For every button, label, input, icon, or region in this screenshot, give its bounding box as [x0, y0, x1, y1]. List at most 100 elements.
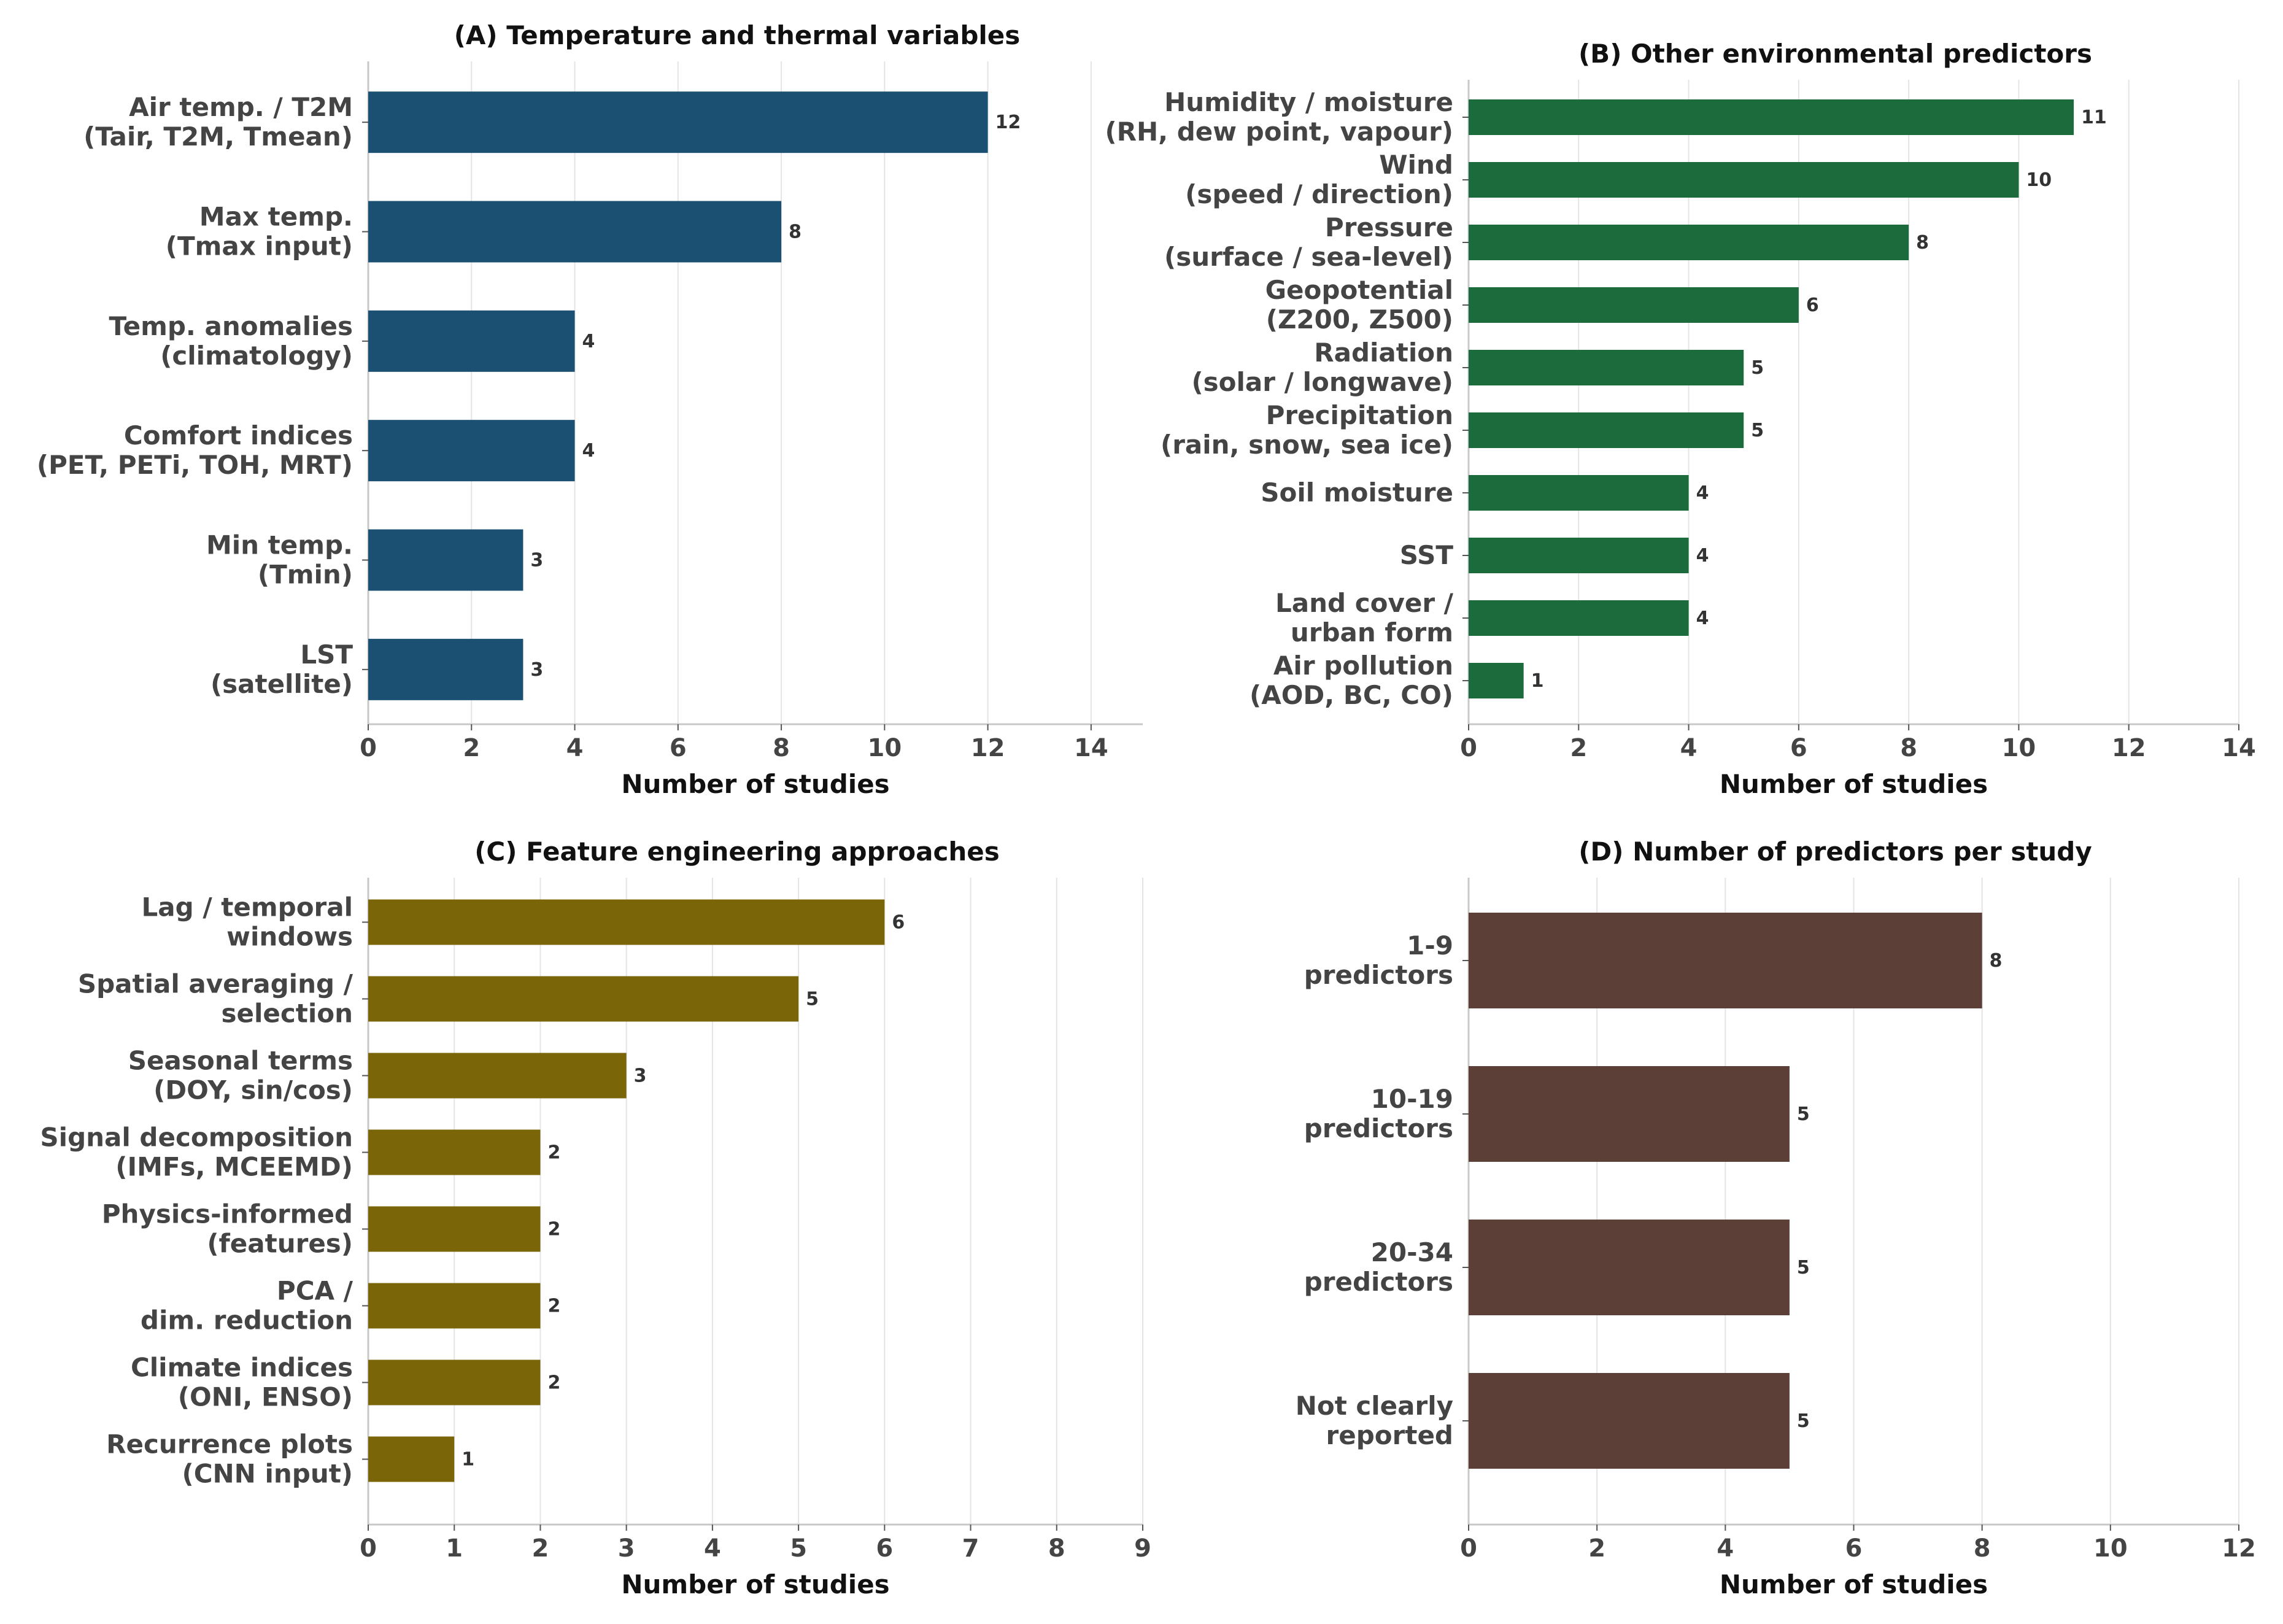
value-label: 2 [547, 1219, 560, 1240]
category-label: 20-34 predictors [1304, 1237, 1453, 1297]
x-tick-label: 6 [670, 734, 687, 762]
bar [1469, 412, 1744, 448]
bar [1469, 350, 1744, 385]
category-label: Land cover / urban form [1275, 588, 1454, 648]
bar [1469, 225, 1909, 260]
category-label: Air pollution (AOD, BC, CO) [1250, 651, 1453, 710]
bar [368, 201, 782, 263]
category-label: Comfort indices (PET, PETi, TOH, MRT) [37, 420, 353, 480]
category-label: Signal decomposition (IMFs, MCEEMD) [40, 1123, 353, 1182]
value-label: 5 [1797, 1257, 1810, 1278]
x-axis-label: Number of studies [621, 769, 889, 799]
bar [368, 420, 575, 482]
panel-b: (B) Other environmental predictors 0 2 4 6 8 1… [1105, 39, 2255, 799]
x-tick-label: 0 [360, 734, 377, 762]
panel-a: (A) Temperature and thermal variables 0 2 4… [37, 20, 1143, 799]
x-tick-label: 6 [1845, 1534, 1863, 1563]
x-tick-label: 2 [1570, 734, 1587, 762]
bar [1469, 99, 2074, 135]
x-tick-label: 2 [532, 1534, 549, 1563]
x-tick-label: 14 [2222, 734, 2256, 762]
x-tick-label: 4 [1680, 734, 1698, 762]
value-label: 5 [1797, 1104, 1810, 1125]
category-label: Temp. anomalies (climatology) [109, 311, 353, 371]
x-tick-label: 12 [2222, 1534, 2256, 1563]
panel-c: (C) Feature engineering approaches 0 1 2 3 4 5… [40, 837, 1151, 1599]
bar [368, 899, 885, 945]
category-label: Min temp. (Tmin) [206, 530, 353, 590]
bar [368, 1283, 541, 1329]
category-label: 10-19 predictors [1304, 1084, 1453, 1143]
category-label: Recurrence plots (CNN input) [106, 1429, 353, 1489]
x-axis-label: Number of studies [1720, 769, 1988, 799]
x-tick-label: 2 [463, 734, 480, 762]
value-label: 8 [1990, 950, 2003, 972]
bar [368, 310, 575, 372]
value-label: 3 [530, 550, 543, 571]
value-label: 8 [1916, 232, 1929, 253]
x-tick-label: 14 [1074, 734, 1108, 762]
value-label: 4 [1696, 608, 1709, 629]
value-label: 3 [634, 1065, 647, 1087]
x-tick-label: 5 [790, 1534, 807, 1563]
x-tick-label: 4 [1717, 1534, 1734, 1563]
category-label: Humidity / moisture (RH, dew point, vapou… [1105, 87, 1453, 147]
category-label: Lag / temporal windows [142, 892, 353, 952]
category-label: SST [1400, 540, 1454, 570]
x-tick-label: 9 [1134, 1534, 1151, 1563]
x-tick-label: 6 [1790, 734, 1807, 762]
panel-d: (D) Number of predictors per study 0 2 4 6 8 1… [1296, 837, 2256, 1599]
value-label: 2 [547, 1372, 560, 1394]
category-label: Seasonal terms (DOY, sin/cos) [128, 1046, 353, 1105]
bar [368, 976, 799, 1022]
value-label: 2 [547, 1296, 560, 1317]
x-tick-label: 12 [2112, 734, 2146, 762]
x-tick-label: 10 [867, 734, 902, 762]
x-axis-label: Number of studies [621, 1569, 889, 1599]
x-tick-label: 10 [2002, 734, 2036, 762]
bar [368, 1053, 627, 1099]
bar [368, 1359, 541, 1406]
x-tick-label: 8 [1900, 734, 1917, 762]
bar [368, 1129, 541, 1175]
bar [368, 638, 523, 700]
x-tick-label: 0 [1460, 734, 1477, 762]
panel-title: (B) Other environmental predictors [1578, 39, 2092, 69]
value-label: 6 [1806, 295, 1819, 316]
x-tick-label: 0 [1460, 1534, 1477, 1563]
value-label: 4 [582, 331, 595, 352]
category-label: Spatial averaging / selection [78, 969, 353, 1029]
x-tick-label: 2 [1588, 1534, 1605, 1563]
x-tick-label: 12 [971, 734, 1005, 762]
bar [1469, 287, 1799, 323]
value-label: 4 [582, 440, 595, 462]
category-label: Max temp. (Tmax input) [166, 202, 353, 261]
x-tick-label: 0 [360, 1534, 377, 1563]
value-label: 1 [462, 1449, 474, 1471]
bar [1469, 1220, 1790, 1315]
category-label: Wind (speed / direction) [1185, 150, 1453, 209]
value-label: 3 [530, 659, 543, 681]
panel-title: (A) Temperature and thermal variables [454, 20, 1021, 50]
category-label: Geopotential (Z200, Z500) [1265, 275, 1453, 334]
category-label: Precipitation (rain, snow, sea ice) [1161, 400, 1453, 460]
value-label: 8 [789, 222, 802, 243]
panel-title: (C) Feature engineering approaches [474, 837, 1000, 867]
category-label: 1-9 predictors [1304, 930, 1453, 990]
bar [1469, 663, 1524, 698]
value-label: 5 [1797, 1410, 1810, 1432]
bar [368, 1436, 455, 1482]
bar [368, 91, 988, 153]
category-label: Physics-informed (features) [102, 1199, 353, 1259]
value-label: 11 [2081, 107, 2107, 128]
x-tick-label: 1 [446, 1534, 463, 1563]
value-label: 5 [1751, 357, 1764, 379]
x-tick-label: 8 [1974, 1534, 1991, 1563]
category-label: LST (satellite) [211, 640, 353, 699]
value-label: 5 [1751, 420, 1764, 441]
x-tick-label: 7 [962, 1534, 979, 1563]
bar [1469, 913, 1982, 1008]
value-label: 5 [806, 989, 819, 1010]
x-tick-label: 4 [704, 1534, 721, 1563]
